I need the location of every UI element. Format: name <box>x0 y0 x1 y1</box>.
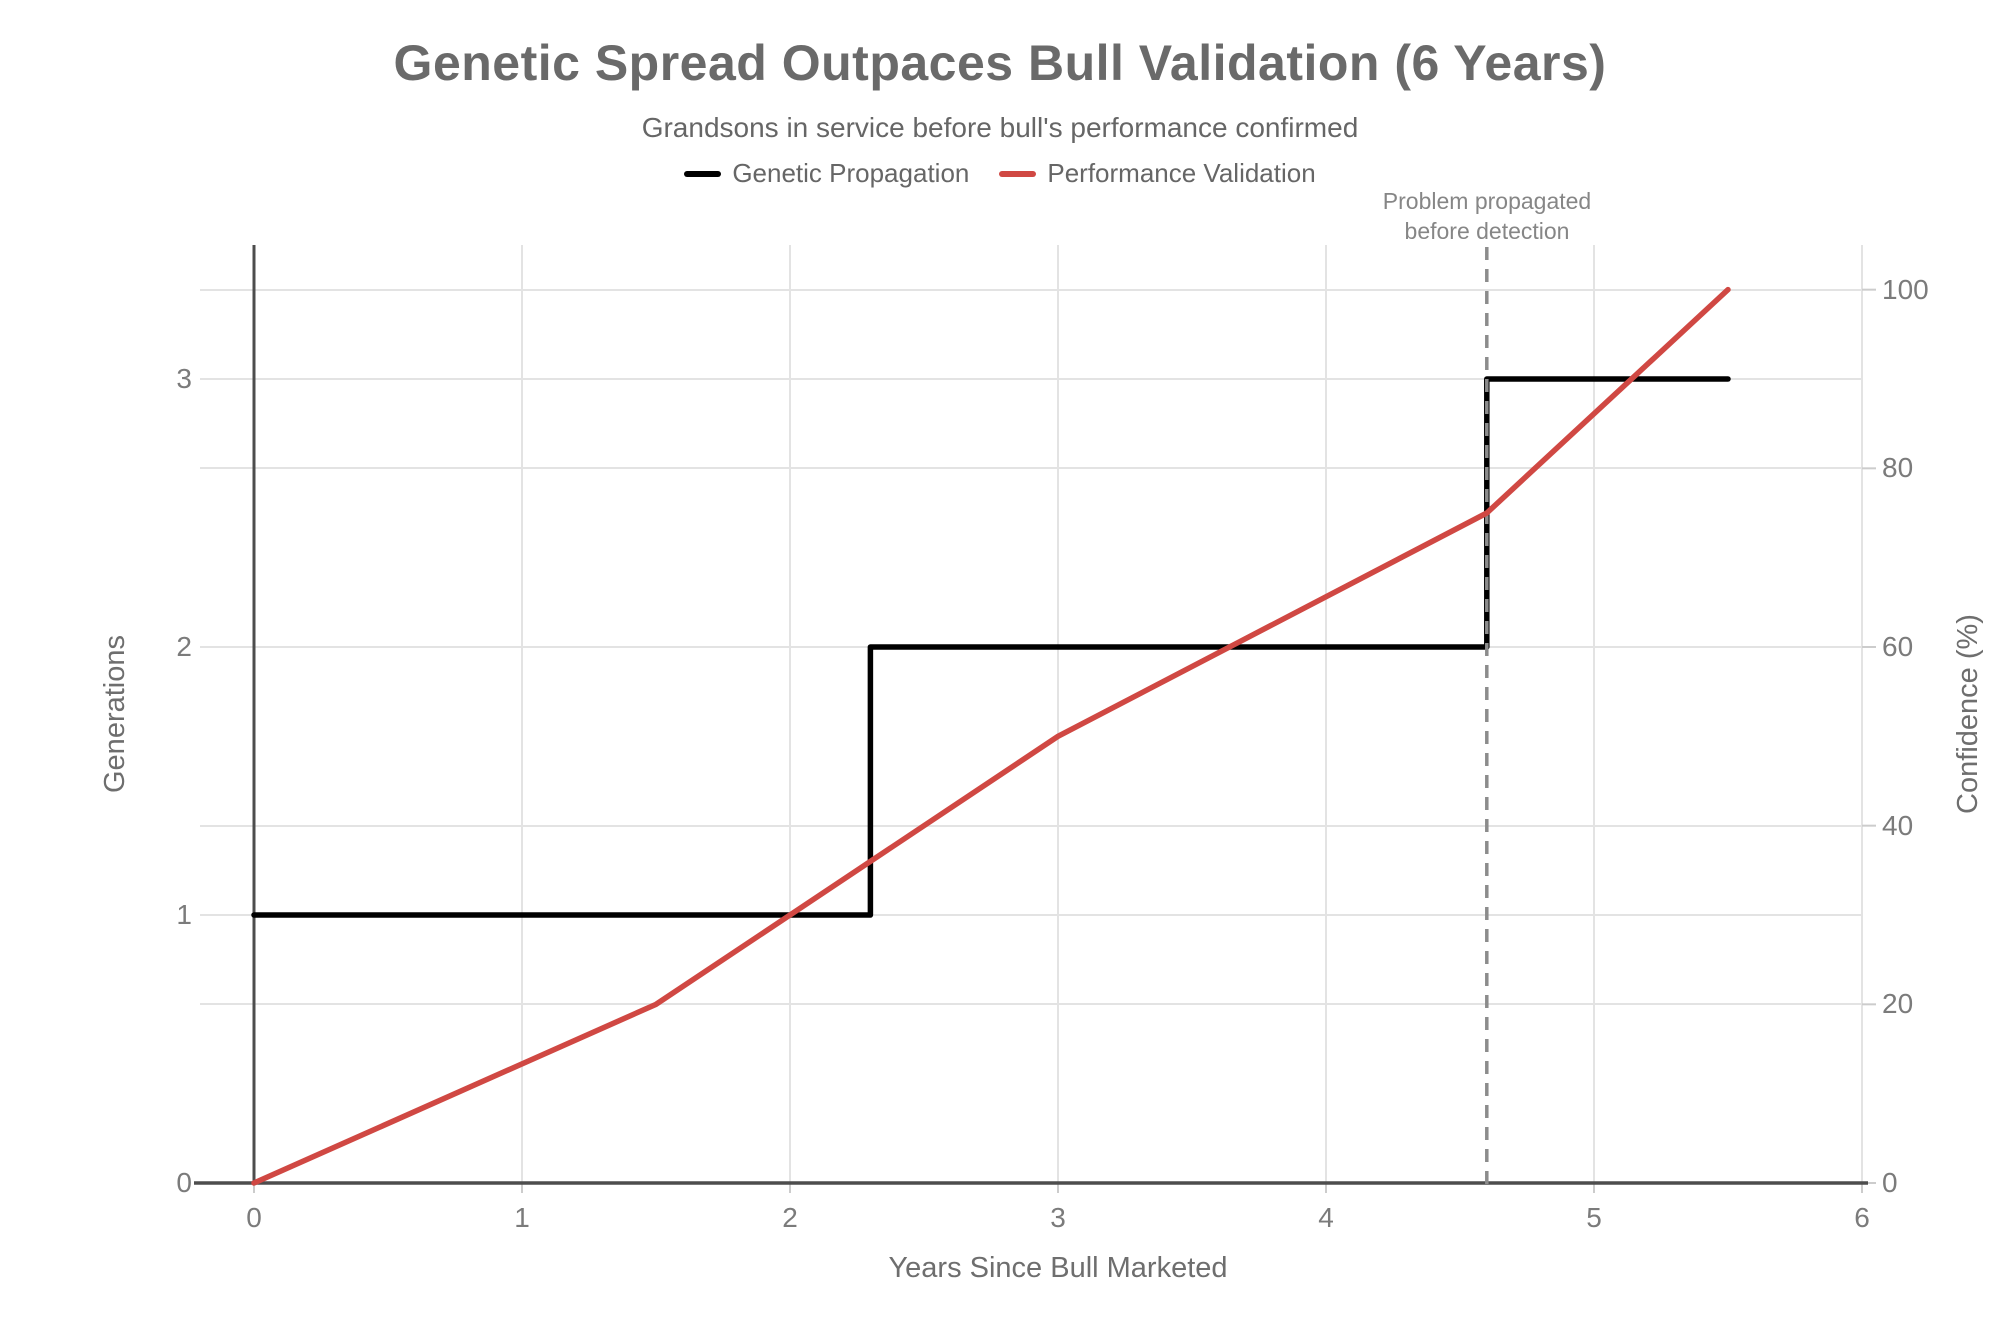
legend-label: Genetic Propagation <box>732 158 970 188</box>
vline-annotation-line1: Problem propagated <box>1382 188 1592 214</box>
series-line-genetic-propagation <box>251 376 1731 918</box>
legend-line-swatch-black-icon <box>684 170 722 177</box>
y-right-tick-label-80: 80 <box>1882 452 1914 484</box>
y-left-tick-label-0: 0 <box>176 1167 192 1198</box>
chart-subtitle: Grandsons in service before bull's perfo… <box>641 112 1359 143</box>
x-tick-label-6: 6 <box>1854 1202 1870 1233</box>
y-right-tick-label-20: 20 <box>1882 988 1914 1020</box>
y-left-tick-label-2: 2 <box>176 631 192 662</box>
x-axis-title: Years Since Bull Marketed <box>888 1252 1228 1284</box>
y-axis-title-right: Confidence (%) <box>1952 614 1984 814</box>
x-tick-label-2: 2 <box>782 1202 798 1233</box>
y-right-tick-label-40: 40 <box>1882 809 1914 841</box>
x-tick-label-4: 4 <box>1318 1202 1334 1233</box>
legend-item-genetic-propagation[interactable]: Genetic Propagation <box>684 158 969 189</box>
y-left-tick-label-3: 3 <box>176 363 192 394</box>
x-tick-label-5: 5 <box>1586 1202 1602 1233</box>
y-right-tick-label-100: 100 <box>1882 273 1929 305</box>
legend: Genetic Propagation Performance Validati… <box>0 158 2000 189</box>
x-tick-label-0: 0 <box>246 1202 262 1233</box>
series-line-performance-validation <box>251 286 1731 1186</box>
y-right-tick-label-60: 60 <box>1882 631 1914 662</box>
x-tick-label-3: 3 <box>1050 1202 1066 1233</box>
legend-label: Performance Validation <box>1047 158 1316 188</box>
x-tick-label-1: 1 <box>514 1202 530 1233</box>
legend-line-swatch-red-icon <box>999 170 1037 177</box>
plot-area <box>194 245 1876 1193</box>
vline-annotation-line2: before detection <box>1404 218 1570 244</box>
y-right-tick-label-0: 0 <box>1882 1167 1898 1198</box>
y-left-tick-label-1: 1 <box>176 899 192 930</box>
y-axis-title-left: Generations <box>99 635 131 793</box>
chart-title: Genetic Spread Outpaces Bull Validation … <box>393 35 1607 91</box>
legend-item-performance-validation[interactable]: Performance Validation <box>999 158 1316 189</box>
vline-annotation: Problem propagated before detection <box>1383 186 1591 246</box>
